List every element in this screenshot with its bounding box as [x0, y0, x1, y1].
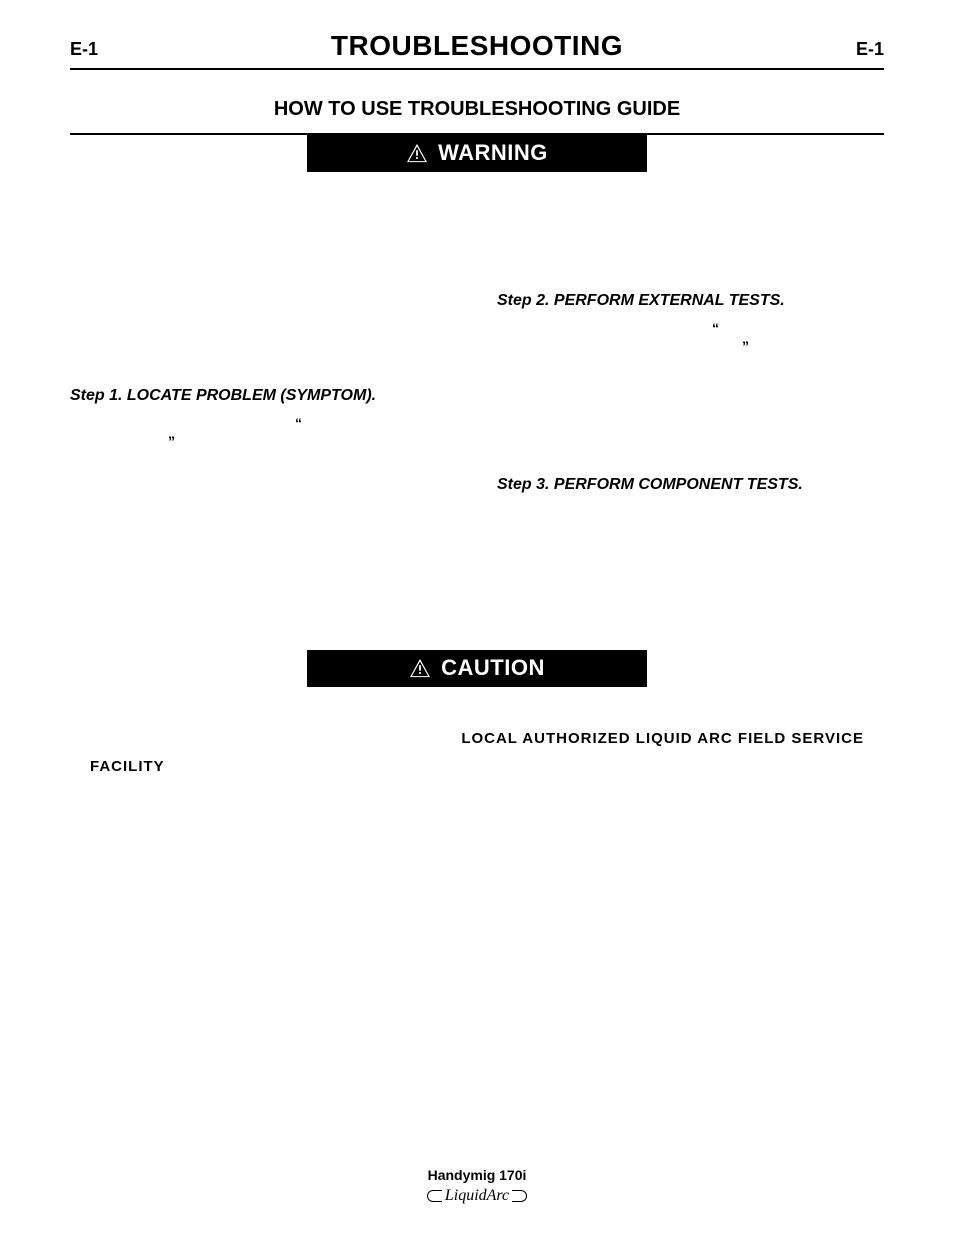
step1-heading: Step 1. LOCATE PROBLEM (SYMPTOM). — [70, 387, 457, 405]
warning-banner: WARNING — [307, 135, 647, 172]
caution-banner: CAUTION — [307, 650, 647, 687]
caution-line2: FACILITY — [90, 758, 165, 775]
page-number-right: E-1 — [856, 39, 884, 60]
close-quote-icon: ” — [168, 433, 175, 449]
step1-body: “ ” — [70, 411, 457, 451]
caution-body: LOCAL AUTHORIZED LIQUID ARC FIELD SERVIC… — [70, 727, 884, 779]
page-footer: Handymig 170i LiquidArc — [0, 1167, 954, 1205]
warning-icon — [409, 658, 431, 678]
caution-label: CAUTION — [441, 655, 545, 681]
section-subtitle: HOW TO USE TROUBLESHOOTING GUIDE — [70, 98, 884, 121]
footer-model: Handymig 170i — [0, 1167, 954, 1183]
warning-label: WARNING — [438, 140, 548, 166]
right-column: Step 2. PERFORM EXTERNAL TESTS. “ ” Step… — [497, 292, 884, 500]
step2-heading: Step 2. PERFORM EXTERNAL TESTS. — [497, 292, 884, 310]
open-quote-icon: “ — [295, 415, 302, 431]
brand-logo: LiquidArc — [427, 1187, 527, 1205]
close-quote-icon: ” — [742, 338, 749, 354]
page-number-left: E-1 — [70, 39, 98, 60]
step3-heading: Step 3. PERFORM COMPONENT TESTS. — [497, 476, 884, 494]
open-quote-icon: “ — [712, 320, 719, 336]
step2-body: “ ” — [497, 316, 884, 356]
warning-icon — [406, 143, 428, 163]
caution-line1: LOCAL AUTHORIZED LIQUID ARC FIELD SERVIC… — [461, 730, 864, 747]
left-column: Step 1. LOCATE PROBLEM (SYMPTOM). “ ” — [70, 292, 457, 500]
page-header: E-1 TROUBLESHOOTING E-1 — [70, 30, 884, 70]
page-title: TROUBLESHOOTING — [331, 30, 623, 62]
